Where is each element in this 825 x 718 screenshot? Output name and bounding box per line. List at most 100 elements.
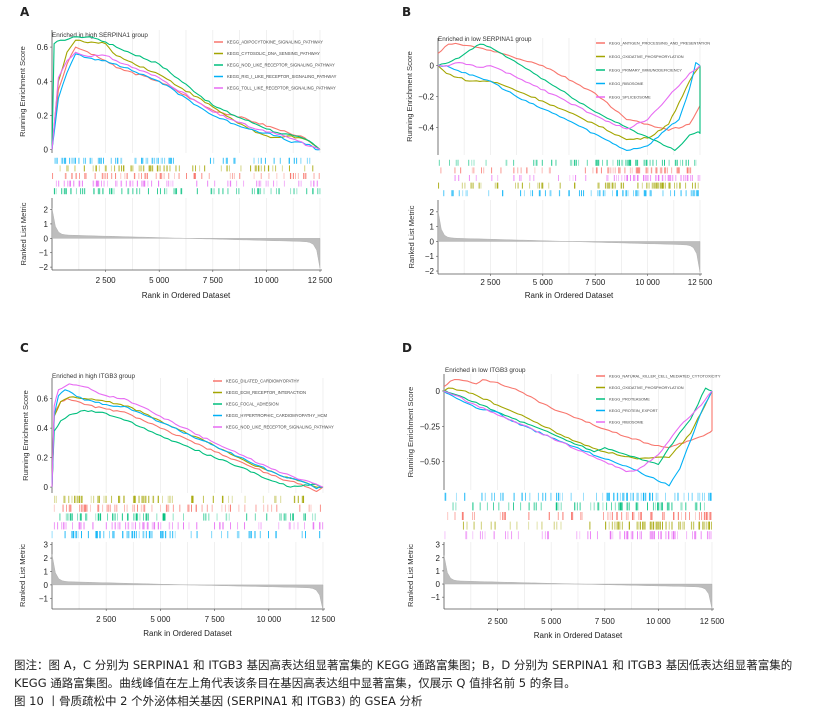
x-tick-label: 5 000 [541,617,562,626]
gsea-chart-d: Enriched in low ITGB3 group 0 −0.25 −0.50 Ru… [406,367,725,640]
y-tick-label-top: 0.2 [37,454,49,463]
chart-title: Enriched in high SERPINA1 group [52,32,148,39]
panel-d: D Enriched in low ITGB3 group 0 −0.25 −0.50… [400,330,825,650]
x-tick-label: 12 500 [308,276,333,285]
x-axis-label: Rank in Ordered Dataset [534,631,623,640]
legend-label: KEGG_OXIDATIVE_PHOSPHORYLATION [609,54,684,59]
y-tick-label-bottom: 1 [44,567,49,576]
es-line-kegg-proteasome [443,387,713,466]
hit-marks [444,492,712,540]
x-tick-label: 5 000 [150,615,171,624]
legend-label: KEGG_CYTOSOLIC_DNA_SENSING_PATHWAY [227,51,320,56]
x-tick-label: 12 500 [311,615,336,624]
y-tick-label-bottom: −2 [425,267,435,276]
panel-b: B Enriched in low SERPINA1 group 0 −0.2 −0.… [400,0,825,320]
chart-title: Enriched in low SERPINA1 group [438,36,532,43]
es-line-kegg-nod-like-receptor-signaling-pathway [51,383,324,488]
ranked-metric-area [51,208,321,269]
x-axis-label: Rank in Ordered Dataset [143,629,232,638]
x-tick-label: 10 000 [635,278,660,287]
y-tick-label-bottom: 1 [436,567,441,576]
x-axis-label: Rank in Ordered Dataset [142,291,231,300]
x-tick-label: 12 500 [700,617,725,626]
x-tick-label: 7 500 [203,276,224,285]
x-tick-label: 2 500 [488,617,509,626]
legend-label: KEGG_PRIMARY_IMMUNODEFICIENCY [609,68,682,73]
y-tick-label-top: 0.4 [37,424,49,433]
hit-marks [52,157,321,195]
y-axis-label-top: Running Enrichment Score [18,46,27,137]
legend: KEGG_DILATED_CARDIOMYOPATHY KEGG_ECM_RECE… [213,379,334,430]
grid-lines [463,38,701,274]
y-tick-label-bottom: 3 [436,541,441,550]
y-tick-label-top: −0.25 [420,422,441,431]
y-tick-label-bottom: 2 [436,554,441,563]
es-line-kegg-primary-immunodeficiency [437,43,701,151]
legend: KEGG_NATURAL_KILLER_CELL_MEDIATED_CYTOTO… [596,374,721,425]
y-tick-label-top: 0 [44,146,49,155]
chart-title: Enriched in high ITGB3 group [52,373,135,380]
y-tick-label-top: −0.4 [418,123,434,132]
legend-label: KEGG_OXIDATIVE_PHOSPHORYLATION [609,385,684,390]
panel-label: A [20,5,30,19]
y-tick-label-bottom: −1 [425,252,435,261]
x-tick-label: 10 000 [257,615,282,624]
legend-label: KEGG_NOD_LIKE_RECEPTOR_SIGNALING_PATHWAY [227,63,335,68]
y-tick-label-bottom: 2 [44,554,49,563]
legend-label: KEGG_SPLICEOSOME [609,95,651,100]
x-tick-label: 5 000 [149,276,170,285]
x-tick-label: 7 500 [205,615,226,624]
hit-marks [51,495,324,539]
caption-note-line-2: KEGG 通路富集图。曲线峰值在左上角代表该条目在基因高表达组中显著富集，仅展示… [14,676,576,690]
legend-label: KEGG_HYPERTROPHIC_CARDIOMYOPATHY_HCM [226,413,327,418]
es-line-kegg-hypertrophic-cardiomyopathy-hcm [51,389,324,490]
x-tick-label: 7 500 [595,617,616,626]
figure-caption: 图注：图 A，C 分别为 SERPINA1 和 ITGB3 基因高表达组显著富集… [14,656,814,710]
es-line-kegg-cytosolic-dna-sensing-pathway [51,39,321,151]
y-tick-label-bottom: −1 [39,249,49,258]
es-line-kegg-antigen-processing-and-presentation [437,42,701,131]
y-tick-label-bottom: 0 [44,234,49,243]
es-line-kegg-nod-like-receptor-signaling-pathway [51,36,321,151]
x-tick-label: 5 000 [533,278,554,287]
panel-a: A Enriched in high SERPINA1 group 0 0.2 0.4… [0,0,412,320]
y-tick-label-bottom: 0 [430,237,435,246]
ranked-metric-area [437,210,701,273]
panel-label: C [20,341,29,355]
legend-label: KEGG_PROTEASOME [609,397,650,402]
y-axis-label-top: Running Enrichment Score [405,51,414,142]
x-tick-label: 2 500 [96,276,117,285]
y-tick-label-bottom: −1 [39,594,49,603]
x-tick-label: 2 500 [96,615,117,624]
y-tick-label-bottom: −1 [431,593,441,602]
ranked-metric-area [51,554,324,611]
chart-title: Enriched in low ITGB3 group [445,367,526,374]
gsea-chart-a: Enriched in high SERPINA1 group 0 0.2 0.4 0.… [18,30,337,300]
legend-label: KEGG_RIBOSOME [609,420,644,425]
x-tick-label: 10 000 [646,617,671,626]
y-tick-label-top: 0.2 [37,111,49,120]
gsea-chart-b: Enriched in low SERPINA1 group 0 −0.2 −0.4 R… [405,36,713,300]
legend-label: KEGG_ECM_RECEPTOR_INTERACTION [226,390,306,395]
legend-label: KEGG_FOCAL_ADHESION [226,402,279,407]
y-tick-label-top: 0.6 [37,395,49,404]
caption-note-line-1: 图注：图 A，C 分别为 SERPINA1 和 ITGB3 基因高表达组显著富集… [14,658,793,672]
ranked-metric-area [443,555,713,609]
legend: KEGG_ANTIGEN_PROCESSING_AND_PRESENTATION… [596,41,710,100]
y-tick-label-bottom: −2 [39,263,49,272]
legend-label: KEGG_PROTEIN_EXPORT [609,408,658,413]
es-line-kegg-dilated-cardiomyopathy [51,398,324,493]
x-tick-label: 2 500 [480,278,501,287]
legend-label: KEGG_ANTIGEN_PROCESSING_AND_PRESENTATION [609,41,710,46]
y-tick-label-bottom: 2 [430,208,435,217]
x-tick-label: 12 500 [688,278,713,287]
hit-marks [438,159,701,197]
y-tick-label-top: 0 [44,483,49,492]
es-line-kegg-oxidative-phosphorylation [437,65,701,141]
panel-label: D [402,341,412,355]
y-tick-label-bottom: 2 [44,206,49,215]
es-line-kegg-rig-i-like-receptor-signaling-pathway [51,53,321,151]
legend: KEGG_ADIPOCYTOKINE_SIGNALING_PATHWAY KEGG… [214,40,337,91]
x-tick-label: 10 000 [254,276,279,285]
legend-label: KEGG_RIG_I_LIKE_RECEPTOR_SIGNALING_PATHW… [227,74,337,79]
